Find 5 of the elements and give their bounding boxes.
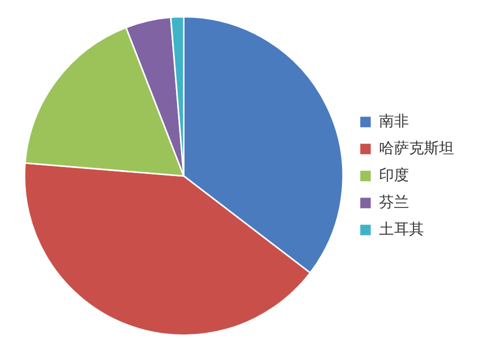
- legend-label: 哈萨克斯坦: [379, 138, 454, 157]
- legend-label: 芬兰: [379, 192, 409, 211]
- legend-label: 土耳其: [379, 220, 424, 238]
- legend-label: 南非: [379, 112, 409, 130]
- legend-label: 印度: [379, 166, 409, 184]
